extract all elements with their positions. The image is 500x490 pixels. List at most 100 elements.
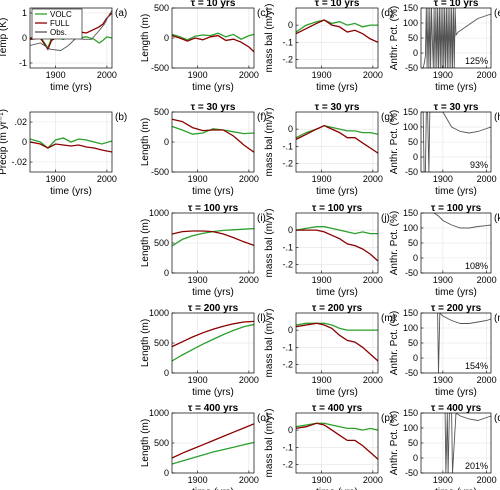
y-tick-label: -.1 [282,342,293,352]
series-line-full [296,422,378,460]
x-axis-label: time (yrs) [316,287,358,298]
x-tick-label: 1900 [188,475,208,485]
y-tick-label: 0 [413,453,418,463]
y-tick-label: 0 [164,368,169,378]
axes-frame [295,7,379,69]
series-line-anthr-pct [422,112,491,172]
x-tick-label: 2000 [477,375,497,385]
axes-frame [295,312,379,374]
panel-letter: (p) [381,413,393,424]
series-line-anthr-pct [437,313,491,373]
panel-d: 1900 2000 -.2 -.1 0 time (yrs) mass bal (m/yr)… [264,0,393,93]
percent-annotation: 201% [465,461,488,471]
y-tick-label: -50 [405,167,418,177]
panel-j: 1900 2000 -.2 -.1 0 time (yrs) mass bal (m/yr)… [264,203,390,298]
panel-title: τ = 100 yrs [188,203,239,214]
x-tick-label: 2000 [477,70,497,80]
x-axis-label: time (yrs) [50,186,92,197]
series-line-full [296,322,378,362]
y-axis-label: Anthr. Pct. (%) [389,411,400,475]
y-axis-label: Length (m) [140,419,151,467]
series-line-full [172,320,254,348]
y-tick-label: 100 [403,122,418,132]
y-tick-label: -1 [19,58,27,68]
series-line-anthr-pct [444,413,491,473]
panel-title: τ = 10 yrs [191,0,236,9]
panel-q: 1900 2000 -50 0 50 100 150 time (yrs) Anthr. Pct… [389,403,500,490]
x-tick-label: 1900 [433,475,453,485]
x-axis-label: time (yrs) [316,82,358,93]
panel-k: 1900 2000 -50 0 50 100 150 time (yrs) Anthr. Pct… [389,203,500,298]
panel-g: 1900 2000 -.2 -.1 0 time (yrs) mass bal (m/yr)… [264,102,393,197]
series-line-full [30,141,112,153]
panel-l: 1900 2000 0 500 1000 time (yrs) Length (m) τ = … [140,303,266,398]
x-axis-label: time (yrs) [192,82,234,93]
plot-area [296,422,378,460]
x-axis-label: time (yrs) [435,487,477,490]
x-axis-label: time (yrs) [435,387,477,398]
plot-area [296,226,378,262]
panel-letter: (a) [115,8,127,19]
y-tick-label: 50 [408,438,418,448]
series-line-full [172,230,254,247]
panel-e: 1900 2000 -50 0 50 100 150 time (yrs) Anthr. Pct… [389,0,500,93]
x-tick-label: 2000 [239,275,259,285]
y-tick-label: -500 [151,63,169,73]
x-tick-label: 2000 [239,174,259,184]
y-tick-label: 0 [288,225,293,235]
series-line-volc [172,32,254,41]
x-axis-label: time (yrs) [316,387,358,398]
panel-letter: (h) [494,112,500,123]
plot-area [172,118,254,153]
series-line-full [296,124,378,154]
plot-area [172,320,254,362]
x-tick-label: 1900 [188,375,208,385]
y-tick-label: -.1 [282,37,293,47]
series-line-volc [172,441,254,465]
y-tick-label: 0 [288,20,293,30]
panel-letter: (f) [257,112,266,123]
y-axis-label: Length (m) [140,14,151,62]
x-tick-label: 1900 [188,70,208,80]
plot-area [172,32,254,53]
panel-title: τ = 10 yrs [434,0,479,9]
x-axis-label: time (yrs) [192,287,234,298]
plot-area [296,322,378,362]
y-tick-label: 0 [164,137,169,147]
panel-p: 1900 2000 -.2 -.1 0 time (yrs) mass bal (m/yr)… [264,403,393,490]
x-axis-label: time (yrs) [435,82,477,93]
series-line-anthr-pct [433,213,491,229]
y-tick-label: -.2 [282,54,293,64]
panel-letter: (c) [257,8,269,19]
y-tick-label: 150 [403,208,418,218]
x-tick-label: 2000 [239,375,259,385]
panel-title: τ = 400 yrs [188,403,239,414]
y-tick-label: -50 [405,368,418,378]
y-tick-label: -50 [405,468,418,478]
y-axis-label: mass bal (m/yr) [264,409,275,478]
x-tick-label: 2000 [363,375,383,385]
y-tick-label: 0 [22,137,27,147]
x-tick-label: 2000 [477,275,497,285]
panel-title: τ = 100 yrs [312,203,363,214]
y-axis-label: mass bal (m/yr) [264,108,275,177]
series-line-volc [172,323,254,362]
axes-frame [295,212,379,274]
y-tick-label: 0 [413,253,418,263]
series-line-full [172,34,254,53]
x-tick-label: 1900 [312,375,332,385]
y-axis-label: Anthr. Pct. (%) [389,211,400,275]
plot-area [437,313,491,373]
y-tick-label: 100 [403,423,418,433]
plot-area [30,137,112,153]
x-tick-label: 2000 [97,174,117,184]
y-tick-label: 0 [288,425,293,435]
panel-title: τ = 30 yrs [434,102,479,113]
x-axis-label: time (yrs) [316,487,358,490]
y-tick-label: 1000 [149,308,169,318]
legend-label-volc: VOLC [50,10,72,19]
plot-area [422,112,491,172]
panel-letter: (d) [381,8,393,19]
panel-title: τ = 200 yrs [312,303,363,314]
